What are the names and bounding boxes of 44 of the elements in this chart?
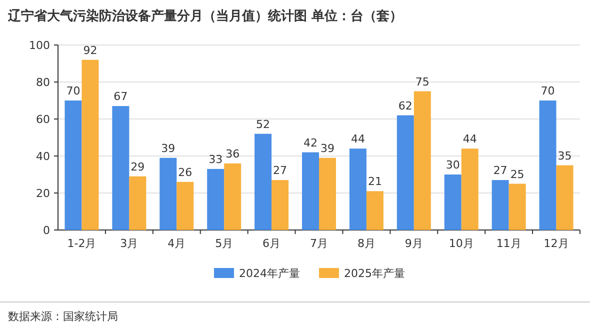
data-label: 36: [226, 147, 240, 160]
x-tick-label: 6月: [262, 237, 281, 250]
data-label: 44: [462, 132, 477, 146]
x-tick-label: 3月: [120, 237, 138, 250]
data-label: 30: [446, 158, 460, 172]
y-tick-label: 60: [36, 113, 50, 126]
legend-label: 2025年产量: [344, 267, 405, 280]
x-tick-label: 11月: [496, 237, 522, 250]
x-tick-label: 12月: [544, 237, 569, 250]
data-label: 70: [540, 84, 555, 98]
data-label: 21: [368, 175, 382, 188]
data-label: 70: [66, 84, 80, 98]
data-label: 33: [208, 152, 223, 166]
data-label: 39: [320, 142, 334, 155]
data-label: 44: [350, 132, 365, 146]
plot: 0 20 40 60 80 100 70 67 39 33 52 42 44 62 30 27 70 92 29 26 36 27 39 21 75 44 25 35 1-2月 3月 4月 5月 6月 7月 8月 9月 10月 11月 12月: [29, 39, 580, 250]
title: 辽宁省大气污染防治设备产量分月（当月值）统计图 单位：台（套）: [8, 9, 403, 24]
x-tick-label: 8月: [357, 237, 376, 250]
data-label: 39: [161, 142, 176, 155]
data-label: 27: [273, 164, 288, 178]
data-label: 75: [415, 75, 430, 88]
x-tick-label: 7月: [310, 237, 328, 250]
x-tick-label: 5月: [215, 237, 234, 250]
data-label: 42: [304, 136, 318, 150]
x-tick-label: 4月: [168, 237, 186, 250]
y-tick-label: 20: [36, 187, 50, 200]
x-tick-label: 10月: [448, 237, 474, 250]
data-label: 62: [398, 99, 412, 112]
y-tick-label: 40: [36, 150, 50, 163]
data-label: 27: [493, 164, 508, 178]
x-tick-label: 9月: [404, 237, 423, 250]
y-tick-label: 0: [43, 224, 50, 237]
data-label: 67: [114, 90, 128, 104]
y-tick-label: 100: [29, 39, 50, 52]
data-label: 26: [178, 166, 192, 179]
x-tick-label: 1-2月: [67, 237, 96, 250]
annotation: 数据来源：国家统计局: [8, 310, 118, 323]
data-label: 35: [558, 149, 572, 162]
data-label: 29: [130, 160, 145, 174]
data-label: 92: [83, 44, 98, 57]
legend-label: 2024年产量: [239, 267, 300, 280]
data-label: 52: [256, 118, 270, 131]
y-tick-label: 80: [36, 76, 50, 89]
data-label: 25: [510, 168, 524, 181]
